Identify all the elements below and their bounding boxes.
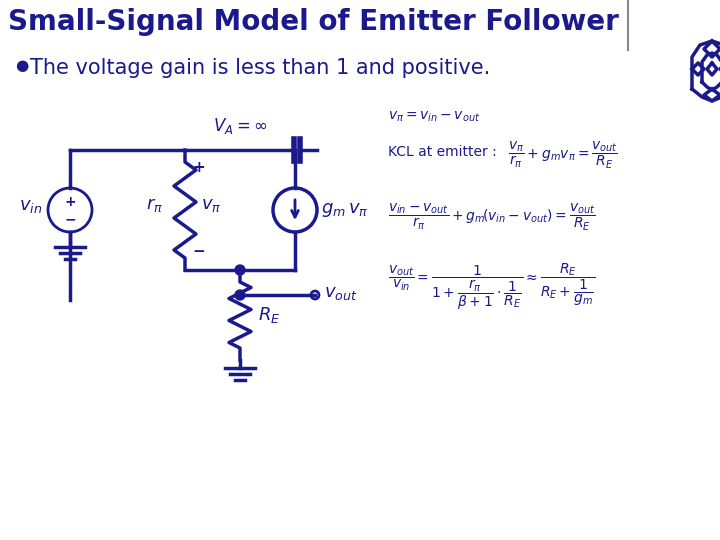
Text: +: + [193, 160, 205, 176]
Text: $\dfrac{v_{in} - v_{out}}{r_\pi} + g_m\!\left(v_{in} - v_{out}\right) = \dfrac{v: $\dfrac{v_{in} - v_{out}}{r_\pi} + g_m\!… [388, 202, 595, 233]
Text: $r_\pi$: $r_\pi$ [146, 196, 163, 214]
Text: $v_\pi = v_{in} - v_{out}$: $v_\pi = v_{in} - v_{out}$ [388, 110, 480, 124]
Text: $g_m\, v_\pi$: $g_m\, v_\pi$ [321, 201, 369, 219]
Circle shape [235, 290, 245, 300]
Text: $v_{in}$: $v_{in}$ [19, 197, 42, 215]
Text: −: − [193, 245, 205, 260]
Text: $v_{out}$: $v_{out}$ [324, 284, 358, 302]
Text: ●: ● [15, 58, 28, 73]
Text: −: − [64, 212, 76, 226]
Text: $\dfrac{v_\pi}{r_\pi} + g_m v_\pi = \dfrac{v_{out}}{R_E}$: $\dfrac{v_\pi}{r_\pi} + g_m v_\pi = \dfr… [508, 140, 618, 171]
Text: $\dfrac{v_{out}}{v_{in}} = \dfrac{1}{1 + \dfrac{r_\pi}{\beta+1} \cdot \dfrac{1}{: $\dfrac{v_{out}}{v_{in}} = \dfrac{1}{1 +… [388, 262, 595, 313]
Text: The voltage gain is less than 1 and positive.: The voltage gain is less than 1 and posi… [30, 58, 490, 78]
Text: +: + [64, 195, 76, 209]
Circle shape [235, 265, 245, 275]
Text: KCL at emitter :: KCL at emitter : [388, 145, 497, 159]
Text: $v_\pi$: $v_\pi$ [201, 196, 222, 214]
Text: $R_E$: $R_E$ [258, 305, 281, 325]
Text: Small-Signal Model of Emitter Follower: Small-Signal Model of Emitter Follower [8, 8, 619, 36]
Text: $V_A = \infty$: $V_A = \infty$ [213, 116, 267, 136]
